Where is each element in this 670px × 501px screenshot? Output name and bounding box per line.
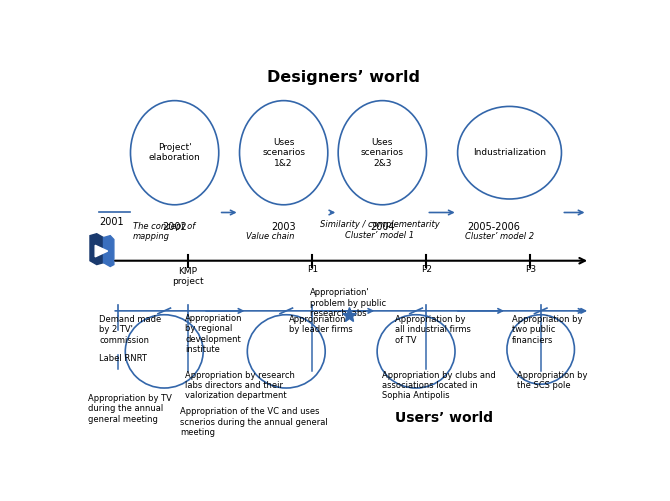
Text: Cluster’ model 2: Cluster’ model 2	[464, 232, 534, 241]
Polygon shape	[90, 233, 103, 265]
Text: Uses
scenarios
2&3: Uses scenarios 2&3	[361, 138, 404, 168]
Text: Appropriation'
problem by public
research labs: Appropriation' problem by public researc…	[310, 289, 386, 318]
Text: Demand made
by 2 TV'
commission: Demand made by 2 TV' commission	[99, 315, 161, 345]
Text: P3: P3	[525, 266, 536, 275]
Text: KMP
project: KMP project	[172, 267, 204, 286]
Text: 2003: 2003	[271, 222, 296, 232]
Text: Appropriation by research
labs directors and their
valorization department: Appropriation by research labs directors…	[185, 371, 295, 400]
Text: Appropriation by
two public
financiers: Appropriation by two public financiers	[512, 315, 583, 345]
Text: Appropriation by
the SCS pole: Appropriation by the SCS pole	[517, 371, 588, 390]
Text: Appropriation by
all industrial firms
of TV: Appropriation by all industrial firms of…	[395, 315, 471, 345]
Text: Value chain: Value chain	[247, 232, 295, 241]
Text: 2004: 2004	[370, 222, 395, 232]
Text: Appropriation
by regional
development
institute: Appropriation by regional development in…	[185, 314, 243, 354]
Text: Label RNRT: Label RNRT	[99, 355, 147, 363]
Text: 2005-2006: 2005-2006	[468, 222, 521, 232]
Text: P2: P2	[421, 266, 432, 275]
Text: P1: P1	[307, 266, 318, 275]
Polygon shape	[103, 235, 114, 267]
Text: Designers’ world: Designers’ world	[267, 70, 420, 85]
Text: Appropriation by TV
during the annual
general meeting: Appropriation by TV during the annual ge…	[88, 394, 172, 424]
Text: Users’ world: Users’ world	[395, 411, 493, 425]
Polygon shape	[95, 245, 108, 257]
Text: 2001: 2001	[99, 217, 124, 227]
Text: Similarity / complementarity
Cluster’ model 1: Similarity / complementarity Cluster’ mo…	[320, 220, 440, 239]
Text: Project'
elaboration: Project' elaboration	[149, 143, 200, 162]
Text: Appropriation
by leader firms: Appropriation by leader firms	[289, 315, 352, 334]
Text: 2002: 2002	[162, 222, 187, 232]
Text: The concept of
mapping: The concept of mapping	[133, 222, 196, 241]
Text: Industrialization: Industrialization	[473, 148, 546, 157]
Text: Appropriation by clubs and
associations located in
Sophia Antipolis: Appropriation by clubs and associations …	[383, 371, 496, 400]
Text: Uses
scenarios
1&2: Uses scenarios 1&2	[262, 138, 305, 168]
Text: Appropriation of the VC and uses
scnerios during the annual general
meeting: Appropriation of the VC and uses scnerio…	[180, 407, 328, 437]
